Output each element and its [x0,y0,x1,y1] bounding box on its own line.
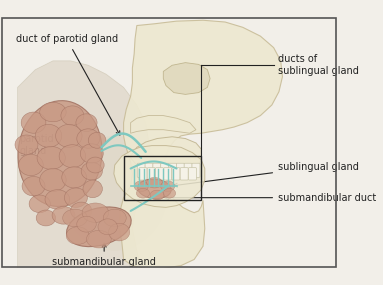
FancyBboxPatch shape [176,163,184,177]
Ellipse shape [81,162,102,180]
Ellipse shape [40,168,66,192]
Ellipse shape [82,203,108,222]
Ellipse shape [52,207,75,224]
Ellipse shape [138,179,171,199]
Ellipse shape [64,188,87,207]
Ellipse shape [108,223,130,241]
FancyBboxPatch shape [147,168,155,180]
FancyBboxPatch shape [172,168,180,180]
Ellipse shape [70,202,92,220]
Ellipse shape [77,129,100,148]
FancyBboxPatch shape [169,163,177,177]
Ellipse shape [29,195,50,213]
Bar [124,156,201,200]
Ellipse shape [88,132,106,148]
FancyBboxPatch shape [192,163,200,177]
Text: ducts of
sublingual gland: ducts of sublingual gland [278,54,359,76]
Polygon shape [18,61,150,268]
Ellipse shape [163,188,176,198]
FancyBboxPatch shape [164,168,172,180]
Ellipse shape [103,209,126,227]
Text: submandibular gland: submandibular gland [52,243,156,267]
Ellipse shape [134,181,148,192]
FancyBboxPatch shape [184,163,192,177]
Ellipse shape [21,112,46,133]
Ellipse shape [15,135,38,154]
Ellipse shape [56,125,82,147]
Ellipse shape [18,101,102,206]
FancyBboxPatch shape [180,168,188,180]
Ellipse shape [136,188,150,198]
Ellipse shape [76,114,97,131]
Text: parotid
gland: parotid gland [20,134,54,156]
Polygon shape [131,116,196,133]
Ellipse shape [150,190,164,200]
Ellipse shape [61,106,84,125]
FancyBboxPatch shape [145,163,153,177]
Ellipse shape [45,190,70,209]
Ellipse shape [36,210,56,226]
FancyBboxPatch shape [161,163,169,177]
Ellipse shape [35,125,62,147]
Ellipse shape [62,167,87,188]
FancyBboxPatch shape [155,168,164,180]
Ellipse shape [37,146,65,169]
Ellipse shape [87,230,111,248]
Ellipse shape [98,219,118,235]
Polygon shape [114,146,205,207]
FancyBboxPatch shape [139,168,147,180]
FancyBboxPatch shape [188,168,196,180]
Ellipse shape [147,177,162,188]
Polygon shape [119,20,282,268]
Ellipse shape [83,180,102,198]
Polygon shape [131,137,201,176]
Ellipse shape [18,154,43,176]
Text: sublingual gland: sublingual gland [173,162,359,187]
Text: submandibular duct: submandibular duct [165,193,376,203]
Text: duct of parotid gland: duct of parotid gland [16,34,120,135]
FancyBboxPatch shape [153,163,161,177]
Polygon shape [163,63,210,94]
Ellipse shape [67,207,131,247]
Ellipse shape [66,227,89,245]
Ellipse shape [62,136,168,251]
Ellipse shape [63,209,87,227]
FancyBboxPatch shape [137,163,145,177]
Ellipse shape [40,102,66,122]
Ellipse shape [80,144,103,163]
Ellipse shape [77,216,96,232]
Ellipse shape [87,157,104,173]
Ellipse shape [22,176,45,196]
Ellipse shape [59,145,86,168]
Ellipse shape [160,181,175,192]
